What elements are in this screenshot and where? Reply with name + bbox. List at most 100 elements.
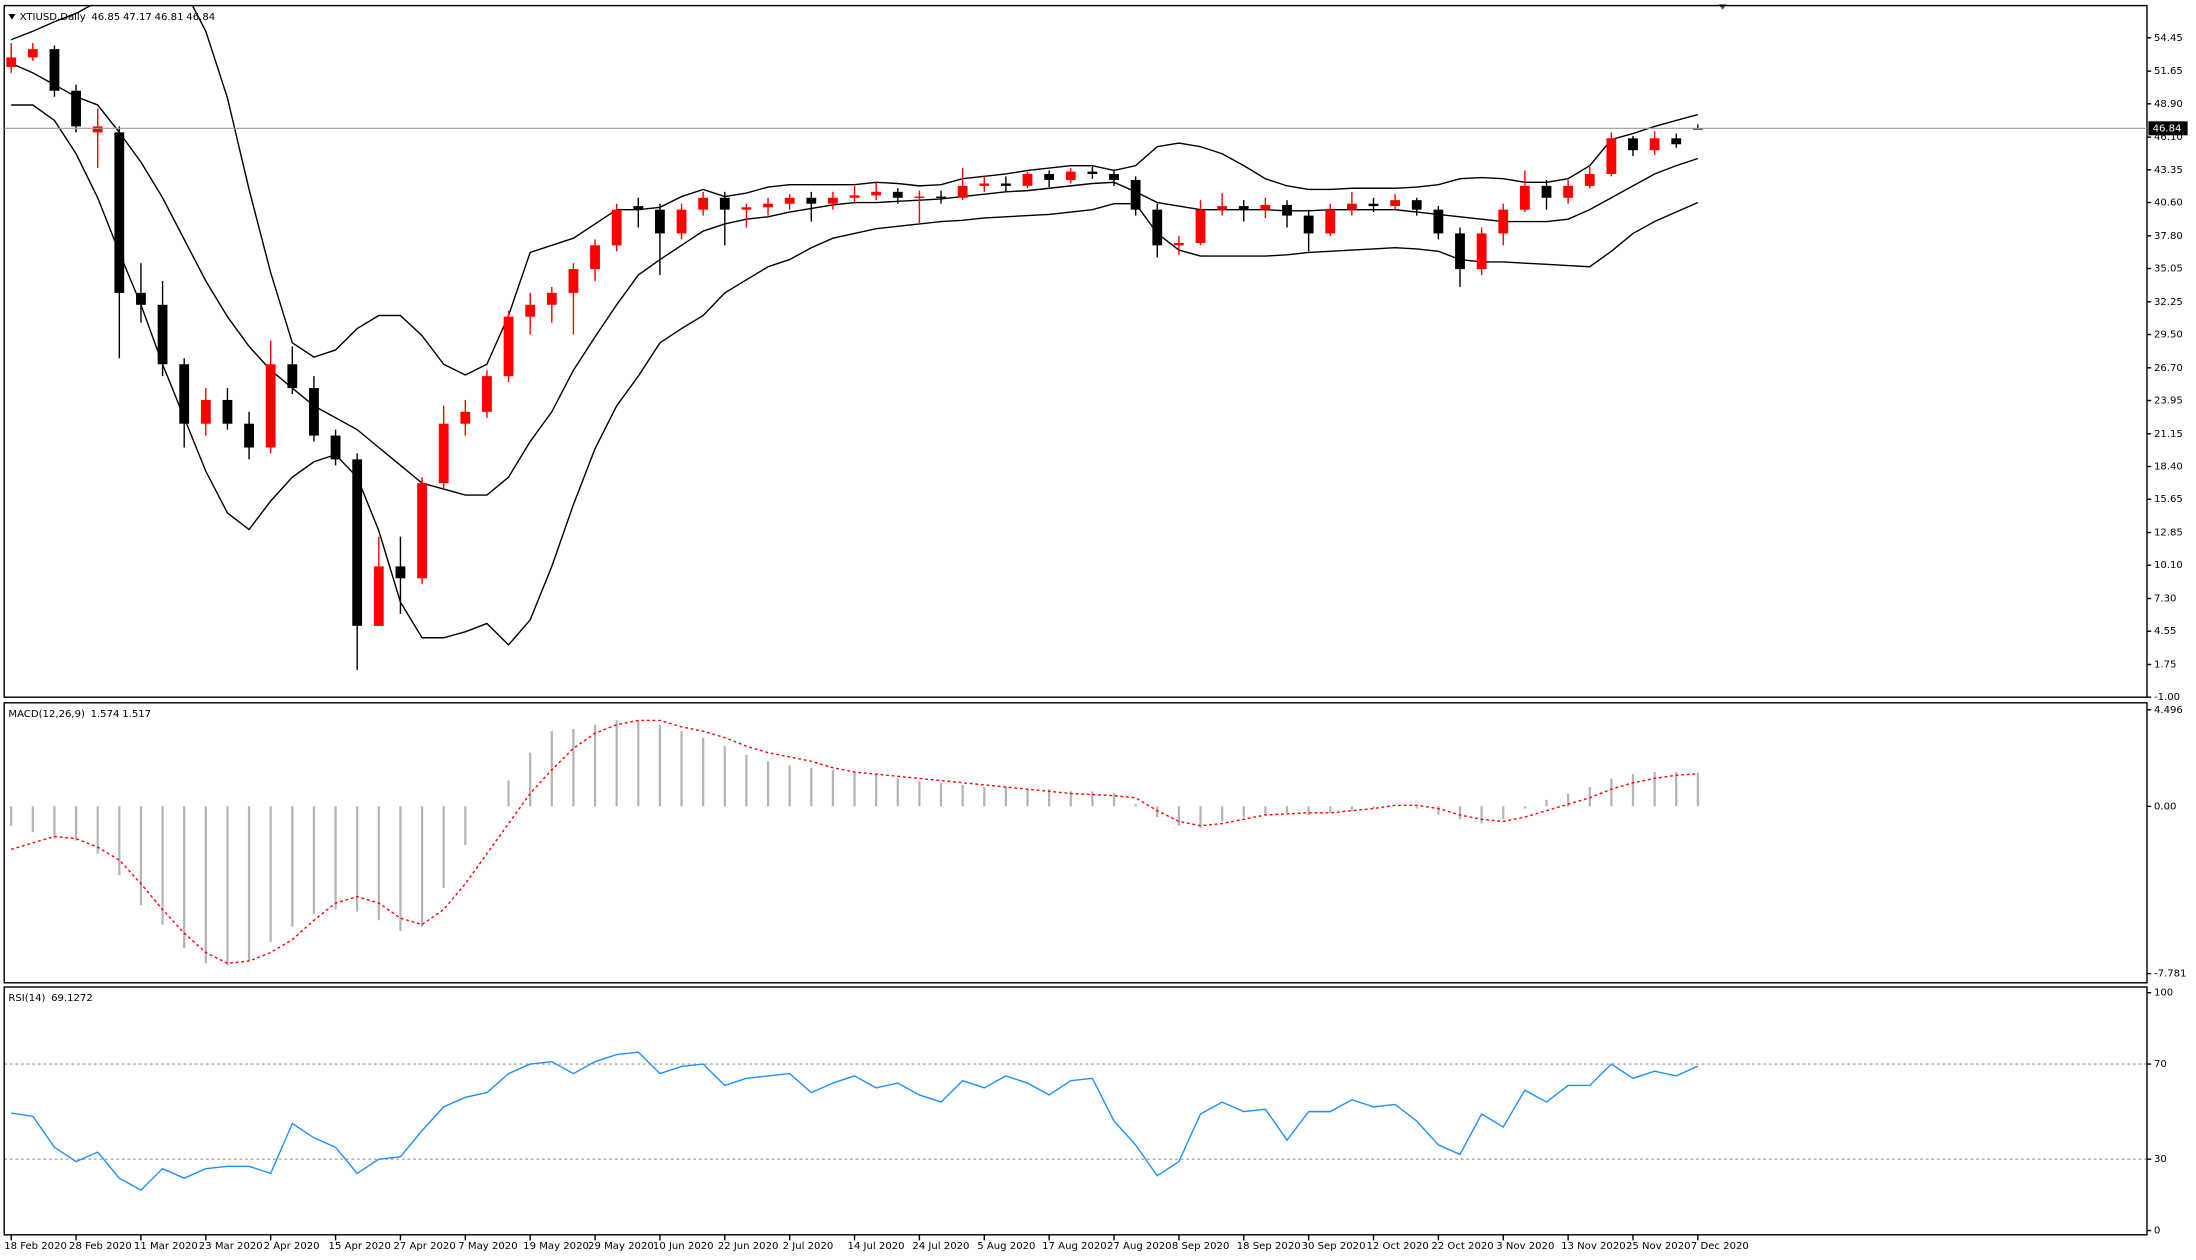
y-tick-label: 35.05	[2154, 264, 2183, 275]
y-tick-label: 37.80	[2154, 231, 2183, 242]
candle-body	[157, 304, 168, 365]
x-tick-label: 27 Apr 2020	[393, 1241, 455, 1252]
header-value: 1.574	[91, 709, 120, 720]
candle-body	[546, 292, 557, 305]
candle-body	[1498, 209, 1509, 234]
x-tick-label: 10 Jun 2020	[653, 1241, 714, 1252]
candle-body	[1044, 173, 1055, 180]
y-tick-label: 18.40	[2154, 462, 2183, 473]
candle-body	[1303, 215, 1314, 234]
candle-body	[136, 292, 146, 305]
candle-body	[114, 132, 125, 293]
candle-body	[741, 207, 752, 210]
candle-body	[1238, 206, 1249, 210]
candle-body	[611, 209, 622, 246]
candle-body	[200, 399, 211, 424]
candle-body	[1433, 209, 1444, 234]
y-tick-label: 48.90	[2154, 99, 2183, 110]
candle-body	[849, 195, 860, 198]
header-value: 69.1272	[51, 993, 93, 1004]
candle-body	[1065, 171, 1076, 180]
y-tick-label: 0	[2154, 1226, 2160, 1237]
header-value: 46.84	[186, 12, 215, 23]
candle-body	[438, 423, 449, 484]
candle-body	[1022, 173, 1033, 186]
x-tick-label: 15 Apr 2020	[329, 1241, 391, 1252]
x-tick-label: 30 Sep 2020	[1302, 1241, 1366, 1252]
candle-body	[871, 191, 882, 196]
x-tick-label: 27 Aug 2020	[1107, 1241, 1172, 1252]
candle-body	[1087, 171, 1098, 174]
candle-body	[503, 316, 514, 377]
price-label-box	[2148, 121, 2188, 136]
y-tick-label: 7.30	[2154, 594, 2176, 605]
y-tick-label: 29.50	[2154, 330, 2183, 341]
candle-body	[1346, 203, 1357, 210]
y-tick-label: 0.00	[2154, 801, 2176, 812]
candle-body	[265, 364, 276, 448]
indicator-header: XTIUSD,Daily 46.85 47.17 46.81 46.84	[20, 12, 216, 23]
x-tick-label: 23 Mar 2020	[199, 1241, 263, 1252]
candle-body	[979, 183, 990, 186]
candle-body	[763, 203, 773, 208]
candle-body	[1130, 179, 1141, 210]
candle-body	[590, 245, 600, 270]
candle-body	[1649, 138, 1660, 151]
y-tick-label: 4.55	[2154, 626, 2176, 637]
indicator-header: MACD(12,26,9) 1.574 1.517	[8, 709, 151, 720]
header-value: 1.517	[122, 709, 151, 720]
candle-body	[27, 49, 38, 58]
x-tick-label: 13 Nov 2020	[1561, 1241, 1626, 1252]
x-tick-label: 19 May 2020	[523, 1241, 589, 1252]
candle-body	[460, 411, 471, 424]
y-tick-label: 15.65	[2154, 494, 2183, 505]
y-tick-label: 70	[2154, 1059, 2167, 1070]
panel	[4, 1051, 2147, 1191]
rsi-line	[11, 1051, 1699, 1191]
candle-body	[1671, 138, 1682, 145]
panel	[10, 719, 1699, 966]
candle-body	[1109, 173, 1119, 180]
menu-arrow	[8, 14, 16, 20]
candle-body	[1584, 173, 1595, 186]
candle-body	[6, 57, 17, 67]
y-tick-label: 21.15	[2154, 429, 2183, 440]
candle-body	[914, 196, 925, 198]
x-tick-label: 17 Aug 2020	[1042, 1241, 1107, 1252]
x-tick-label: 2 Jul 2020	[783, 1241, 834, 1252]
header-value: 46.81	[155, 12, 184, 23]
x-tick-label: 18 Sep 2020	[1237, 1241, 1301, 1252]
candle-body	[1368, 203, 1379, 207]
candle-body	[698, 197, 709, 210]
macd-signal	[11, 719, 1698, 964]
price-label: 46.84	[2153, 123, 2182, 134]
candle-body	[655, 209, 665, 234]
candle-body	[1390, 200, 1401, 207]
candle-body	[179, 364, 190, 424]
x-tick-label: 28 Feb 2020	[69, 1241, 132, 1252]
candle-body	[957, 185, 968, 198]
candle-body	[1195, 209, 1206, 243]
y-tick-label: 46.10	[2154, 132, 2183, 143]
candle-body	[633, 206, 644, 210]
x-tick-label: 22 Jun 2020	[718, 1241, 779, 1252]
candle-body	[330, 435, 341, 460]
candle-body	[525, 304, 536, 317]
y-tick-label: -1.00	[2154, 692, 2180, 703]
candle-body	[1541, 185, 1552, 198]
x-tick-label: 22 Oct 2020	[1431, 1241, 1493, 1252]
header-value: MACD(12,26,9)	[8, 709, 85, 720]
candle-body	[1173, 242, 1184, 246]
candle-body	[222, 399, 233, 424]
x-tick-label: 7 May 2020	[458, 1241, 517, 1252]
candle-body	[936, 196, 946, 198]
bollinger-upper	[10, 5, 1699, 376]
candle-body	[1411, 200, 1422, 210]
header-value: 46.85	[91, 12, 120, 23]
x-tick-label: 3 Nov 2020	[1496, 1241, 1554, 1252]
y-tick-label: 4.496	[2154, 705, 2183, 716]
candle-body	[676, 209, 687, 234]
candle-body	[287, 364, 298, 389]
candle-body	[482, 376, 492, 412]
